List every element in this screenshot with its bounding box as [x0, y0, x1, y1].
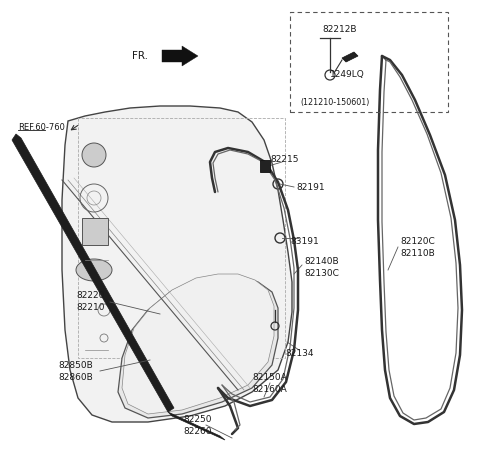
Text: (121210-150601): (121210-150601) — [300, 98, 370, 106]
Polygon shape — [162, 46, 198, 66]
Text: REF.60-760: REF.60-760 — [18, 123, 65, 131]
Text: 82134: 82134 — [285, 350, 313, 358]
Text: 82140B: 82140B — [304, 257, 338, 267]
Text: 82150A: 82150A — [252, 374, 287, 382]
Text: 82250: 82250 — [183, 415, 212, 425]
Polygon shape — [168, 412, 225, 440]
Text: 82210: 82210 — [76, 304, 105, 313]
Text: 82191: 82191 — [296, 182, 324, 192]
Circle shape — [82, 143, 106, 167]
Text: 82850B: 82850B — [58, 362, 93, 370]
Text: 82260: 82260 — [183, 427, 212, 437]
Polygon shape — [82, 218, 108, 245]
Text: 1249LQ: 1249LQ — [330, 69, 365, 79]
Polygon shape — [12, 134, 174, 412]
Polygon shape — [62, 106, 292, 422]
Text: 82130C: 82130C — [304, 269, 339, 279]
Text: 82215: 82215 — [270, 155, 299, 163]
Text: 82120C: 82120C — [400, 237, 435, 245]
Text: 82110B: 82110B — [400, 249, 435, 257]
Text: 82860B: 82860B — [58, 374, 93, 382]
Text: 82212B: 82212B — [322, 25, 357, 35]
Polygon shape — [342, 52, 358, 62]
Polygon shape — [122, 274, 274, 414]
Polygon shape — [118, 276, 278, 418]
Ellipse shape — [76, 259, 112, 281]
Text: 83191: 83191 — [290, 238, 319, 246]
Text: FR.: FR. — [132, 51, 148, 61]
Text: 82160A: 82160A — [252, 386, 287, 394]
Text: 82220: 82220 — [76, 292, 104, 300]
Polygon shape — [260, 160, 270, 172]
